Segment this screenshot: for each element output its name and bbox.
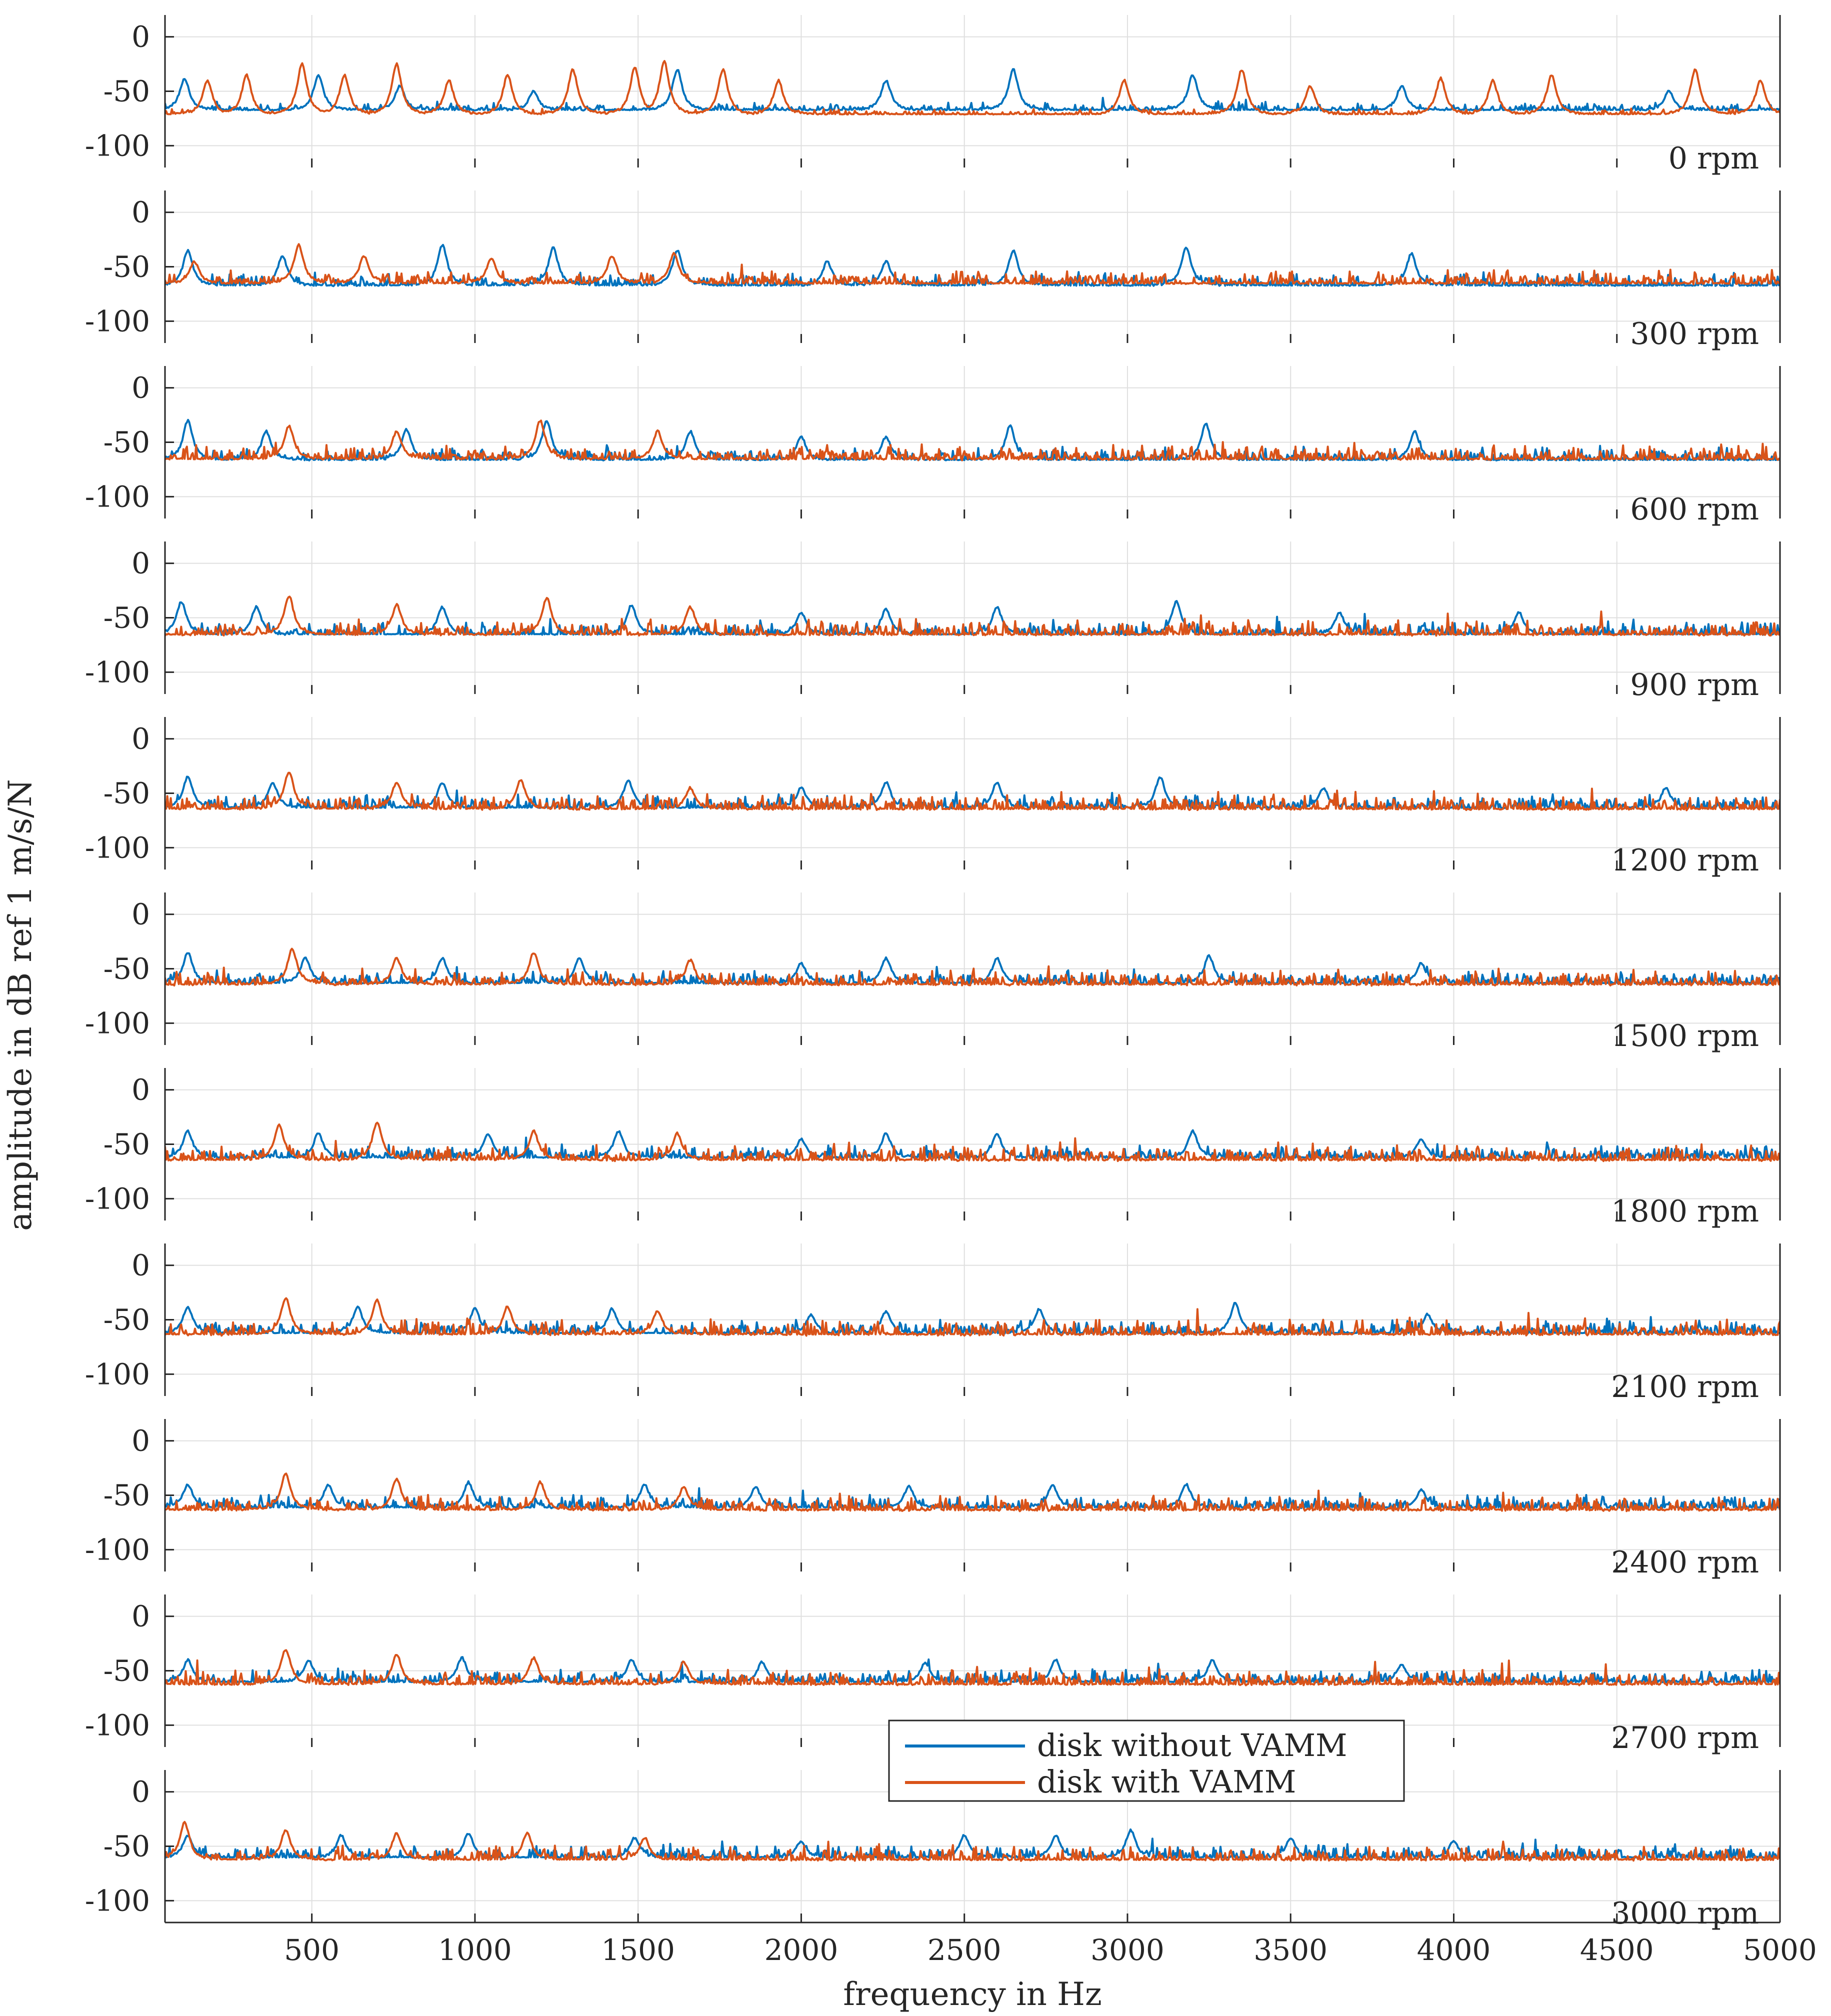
y-tick-label: 0 [132,371,150,405]
panel-300-rpm: 0 -50 -100 300 rpm [85,190,1781,352]
y-tick-label: -50 [104,1830,150,1864]
y-tick-label: 0 [132,898,150,932]
series-with-vamm-300-rpm [165,243,1780,286]
y-tick-label: -100 [85,830,150,864]
x-tick-label: 3000 [1090,1933,1164,1967]
x-tick-label: 5000 [1743,1933,1817,1967]
panel-600-rpm: 0 -50 -100 600 rpm [85,366,1781,527]
y-tick-label: 0 [132,722,150,756]
legend-label-without-vamm: disk without VAMM [1037,1727,1348,1764]
x-tick-label: 4500 [1580,1933,1654,1967]
rpm-label: 2100 rpm [1611,1370,1759,1404]
y-tick-label: -100 [85,1884,150,1918]
y-tick-label: -50 [104,601,150,635]
y-tick-label: -100 [85,1357,150,1391]
y-tick-label: -100 [85,1532,150,1566]
series-with-vamm-900-rpm [165,596,1780,637]
panel-0-rpm: 0 -50 -100 0 rpm [85,15,1781,176]
y-tick-label: 0 [132,1248,150,1282]
x-tick-label: 2000 [764,1933,838,1967]
y-tick-label: -100 [85,304,150,338]
y-tick-label: 0 [132,1073,150,1107]
y-tick-label: 0 [132,196,150,230]
rpm-label: 0 rpm [1668,141,1759,176]
legend: disk without VAMM disk with VAMM [888,1720,1405,1802]
y-tick-label: -50 [104,1654,150,1688]
x-tick-label: 1000 [438,1933,512,1967]
x-tick-label: 3500 [1254,1933,1328,1967]
series-with-vamm-3000-rpm [165,1820,1780,1862]
y-tick-label: 0 [132,1424,150,1458]
y-tick-label: -50 [104,426,150,460]
series-with-vamm-1500-rpm [165,948,1780,987]
panel-2400-rpm: 0 -50 -100 2400 rpm [85,1419,1781,1580]
y-tick-label: -100 [85,655,150,689]
legend-box [888,1720,1405,1802]
y-tick-label: -50 [104,250,150,284]
rpm-label: 1500 rpm [1611,1018,1759,1054]
panel-2700-rpm: 0 -50 -100 2700 rpm [85,1594,1781,1756]
rpm-label: 1200 rpm [1611,843,1759,878]
series-with-vamm-0-rpm [165,60,1780,116]
panels: 0 -50 -100 0 rpm 0 -50 -100 300 rpm 0 -50 -100 600 … [85,15,1817,1967]
y-tick-label: -50 [104,1478,150,1512]
series-with-vamm-1200-rpm [165,772,1780,812]
y-tick-label: -100 [85,1182,150,1216]
series-with-vamm-1800-rpm [165,1122,1780,1162]
panel-1500-rpm: 0 -50 -100 1500 rpm [85,892,1781,1054]
y-tick-label: 0 [132,1775,150,1809]
x-tick-label: 1500 [601,1933,675,1967]
y-tick-label: -50 [104,1303,150,1337]
panel-900-rpm: 0 -50 -100 900 rpm [85,542,1781,702]
panel-1800-rpm: 0 -50 -100 1800 rpm [85,1068,1781,1229]
panel-2100-rpm: 0 -50 -100 2100 rpm [85,1244,1781,1404]
y-tick-label: 0 [132,1600,150,1634]
panel-1200-rpm: 0 -50 -100 1200 rpm [85,717,1781,878]
x-tick-label: 500 [284,1933,340,1967]
rpm-label: 2400 rpm [1611,1545,1759,1580]
x-tick-label: 4000 [1417,1933,1491,1967]
y-axis-label: amplitude in dB ref 1 m/s/N [2,779,39,1230]
x-axis-label: frequency in Hz [843,1976,1102,2013]
rpm-label: 300 rpm [1630,316,1759,352]
y-tick-label: -50 [104,1128,150,1162]
series-with-vamm-2400-rpm [165,1472,1780,1512]
rpm-label: 1800 rpm [1611,1194,1759,1229]
rpm-label: 2700 rpm [1611,1720,1759,1756]
y-tick-label: -100 [85,480,150,514]
series-with-vamm-2700-rpm [165,1649,1780,1686]
y-tick-label: 0 [132,20,150,54]
y-tick-label: -100 [85,1006,150,1040]
y-tick-label: -100 [85,1708,150,1742]
y-tick-label: 0 [132,546,150,580]
x-tick-label: 2500 [928,1933,1002,1967]
legend-label-with-vamm: disk with VAMM [1037,1764,1296,1800]
rpm-label: 3000 rpm [1611,1896,1759,1931]
y-tick-label: -50 [104,776,150,810]
series-with-vamm-2100-rpm [165,1297,1780,1337]
y-tick-label: -100 [85,128,150,162]
y-tick-label: -50 [104,74,150,108]
rpm-label: 600 rpm [1630,492,1759,527]
series-with-vamm-600-rpm [165,420,1780,462]
y-tick-label: -50 [104,952,150,986]
rpm-label: 900 rpm [1630,668,1759,702]
